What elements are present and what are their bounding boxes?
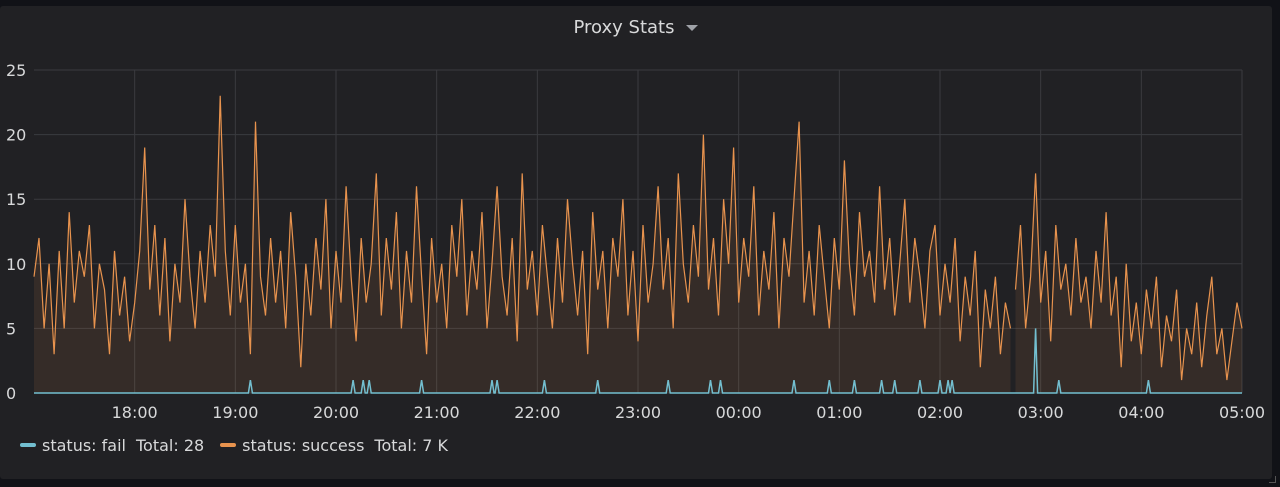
legend-swatch-success [220,443,237,447]
y-tick-label: 20 [6,126,26,145]
x-tick-label: 21:00 [414,403,460,422]
y-tick-label: 25 [6,61,26,80]
y-tick-label: 0 [6,384,16,403]
legend-total-fail: Total: 28 [135,435,205,455]
x-tick-label: 05:00 [1219,403,1265,422]
x-tick-label: 19:00 [212,403,258,422]
x-tick-label: 01:00 [816,403,862,422]
resize-handle-icon[interactable] [1269,476,1276,483]
y-tick-label: 5 [6,319,16,338]
x-tick-label: 22:00 [514,403,560,422]
x-tick-label: 00:00 [716,403,762,422]
legend-swatch-fail [20,443,36,447]
x-tick-label: 23:00 [615,403,661,422]
x-tick-label: 02:00 [917,403,963,422]
x-tick-label: 04:00 [1118,403,1164,422]
legend-item-success[interactable]: status: success Total: 7 K [220,436,448,455]
legend-item-fail[interactable]: status: fail Total: 28 [20,436,204,455]
fail-series-line [34,328,1242,394]
x-tick-label: 18:00 [112,403,158,422]
legend-label-success: status: success [242,435,365,455]
success-series-line [1014,173,1243,381]
chevron-down-icon[interactable] [686,25,699,31]
success-area [1015,173,1242,393]
y-tick-label: 10 [6,255,26,274]
x-tick-label: 03:00 [1018,403,1064,422]
panel-title-menu[interactable]: Proxy Stats [0,14,1272,40]
panel-title[interactable]: Proxy Stats [573,16,675,38]
chart-legend: status: fail Total: 28 status: success T… [20,434,464,456]
success-series-line [33,95,1012,368]
success-area [34,95,1011,394]
x-tick-label: 20:00 [313,403,359,422]
y-tick-label: 15 [6,190,26,209]
legend-total-success: Total: 7 K [374,435,449,455]
legend-label-fail: status: fail [42,435,126,455]
